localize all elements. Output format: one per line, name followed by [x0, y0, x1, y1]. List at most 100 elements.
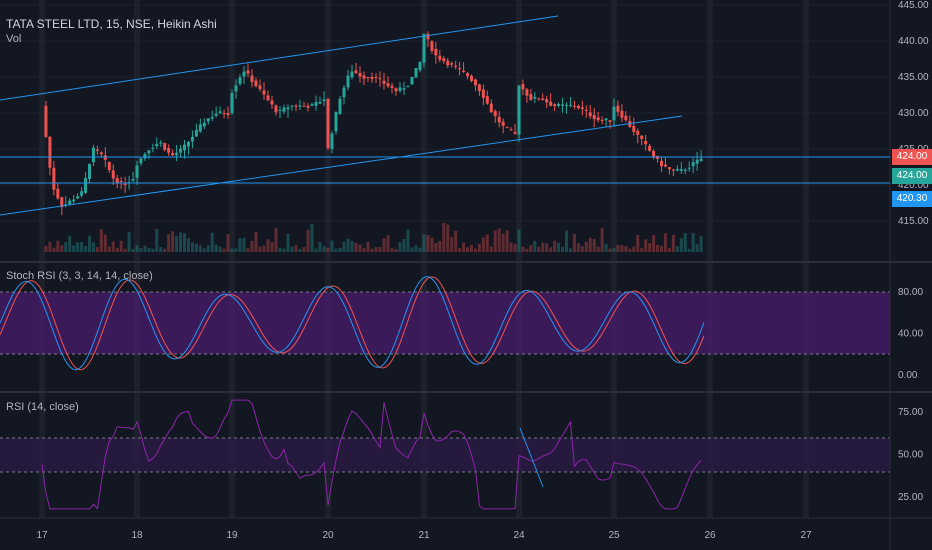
candle-body — [266, 95, 270, 101]
candle-body — [434, 48, 438, 56]
day-band-26 — [707, 0, 713, 518]
volume-bar — [270, 241, 274, 252]
volume-bar — [438, 240, 442, 252]
volume-bar — [342, 241, 346, 252]
candle-body — [48, 136, 52, 168]
candle-body — [687, 167, 691, 169]
volume-bar — [131, 248, 135, 252]
candle-body — [608, 120, 612, 122]
candle-body — [135, 165, 139, 178]
candle-body — [414, 67, 418, 78]
volume-bar — [691, 232, 695, 252]
candle-body — [310, 104, 314, 106]
volume-bar — [362, 248, 366, 252]
candle-body — [80, 191, 84, 196]
stoch-legend[interactable]: Stoch RSI (3, 3, 14, 14, close) — [6, 270, 153, 282]
candle-body — [422, 33, 426, 63]
candle-body — [44, 105, 48, 137]
candle-body — [442, 58, 446, 62]
volume-bar — [48, 241, 52, 252]
volume-bar — [183, 233, 186, 252]
candle-body — [322, 99, 326, 102]
volume-bar — [565, 230, 568, 252]
candle-body — [123, 183, 127, 186]
candle-body — [370, 77, 374, 80]
rsi-legend[interactable]: RSI (14, close) — [6, 401, 79, 413]
volume-bar — [537, 246, 541, 252]
rsi-tick-25: 25.00 — [898, 492, 923, 503]
volume-bar — [52, 247, 56, 252]
candle-body — [604, 118, 608, 121]
candle-body — [218, 111, 222, 114]
candle-body — [382, 80, 386, 84]
volume-bar — [378, 246, 382, 252]
volume-bar — [302, 247, 306, 252]
volume-bar — [414, 245, 418, 252]
candle-body — [99, 152, 103, 155]
symbol-legend[interactable]: TATA STEEL LTD, 15, NSE, Heikin Ashi — [6, 17, 217, 31]
volume-bar — [608, 248, 612, 252]
candle-body — [541, 98, 545, 101]
candle-body — [660, 160, 663, 167]
candle-body — [119, 180, 123, 182]
candle-body — [68, 200, 72, 205]
vol-legend[interactable]: Vol — [6, 33, 22, 45]
volume-bar — [218, 246, 222, 252]
volume-bar — [111, 241, 115, 252]
volume-bar — [246, 248, 250, 252]
rsi-tick-50: 50.00 — [898, 450, 923, 461]
day-band-20 — [325, 0, 331, 518]
x-tick-18: 18 — [131, 530, 143, 541]
stoch-d-line — [0, 276, 705, 371]
rsi-tick-75: 75.00 — [898, 407, 923, 418]
candle-body — [584, 109, 588, 111]
volume-bar — [576, 243, 580, 252]
candle-body — [600, 119, 604, 121]
volume-bar — [139, 248, 143, 252]
volume-bar — [250, 241, 254, 252]
candle-body — [56, 188, 60, 199]
volume-bar — [390, 247, 394, 252]
candle-body — [183, 144, 186, 151]
volume-bar — [151, 248, 155, 252]
volume-bar — [226, 234, 230, 252]
x-tick-17: 17 — [36, 530, 48, 541]
candle-body — [501, 121, 505, 126]
candle-body — [652, 150, 656, 157]
candle-body — [533, 96, 537, 99]
candle-body — [282, 107, 286, 112]
candle-body — [695, 159, 699, 164]
candle-body — [620, 110, 624, 118]
volume-bar — [604, 243, 608, 252]
volume-bar — [95, 247, 99, 252]
volume-bar — [107, 246, 111, 252]
candle-body — [648, 145, 652, 151]
volume-bar — [382, 238, 386, 252]
candle-body — [525, 89, 529, 96]
candle-body — [111, 170, 115, 179]
candle-body — [505, 126, 509, 128]
candle-body — [230, 93, 234, 113]
volume-bar — [163, 248, 167, 252]
candle-body — [334, 112, 338, 132]
volume-bar — [103, 234, 107, 252]
volume-bar — [699, 236, 703, 252]
candle-body — [612, 106, 616, 121]
candle-body — [302, 105, 306, 107]
volume-bar — [310, 223, 314, 252]
candle-body — [410, 76, 414, 85]
volume-bar — [358, 244, 362, 252]
candle-body — [338, 98, 342, 114]
x-tick-21: 21 — [418, 530, 430, 541]
candle-body — [458, 68, 462, 70]
volume-bar — [620, 245, 624, 252]
x-tick-26: 26 — [704, 530, 716, 541]
stoch-tick-40: 40.00 — [898, 329, 923, 340]
volume-bar — [366, 242, 370, 252]
volume-bar — [394, 248, 398, 252]
candle-body — [489, 103, 493, 113]
candle-body — [644, 140, 648, 145]
price-tag-420: 420.30 — [892, 191, 932, 207]
volume-bar — [557, 242, 561, 252]
